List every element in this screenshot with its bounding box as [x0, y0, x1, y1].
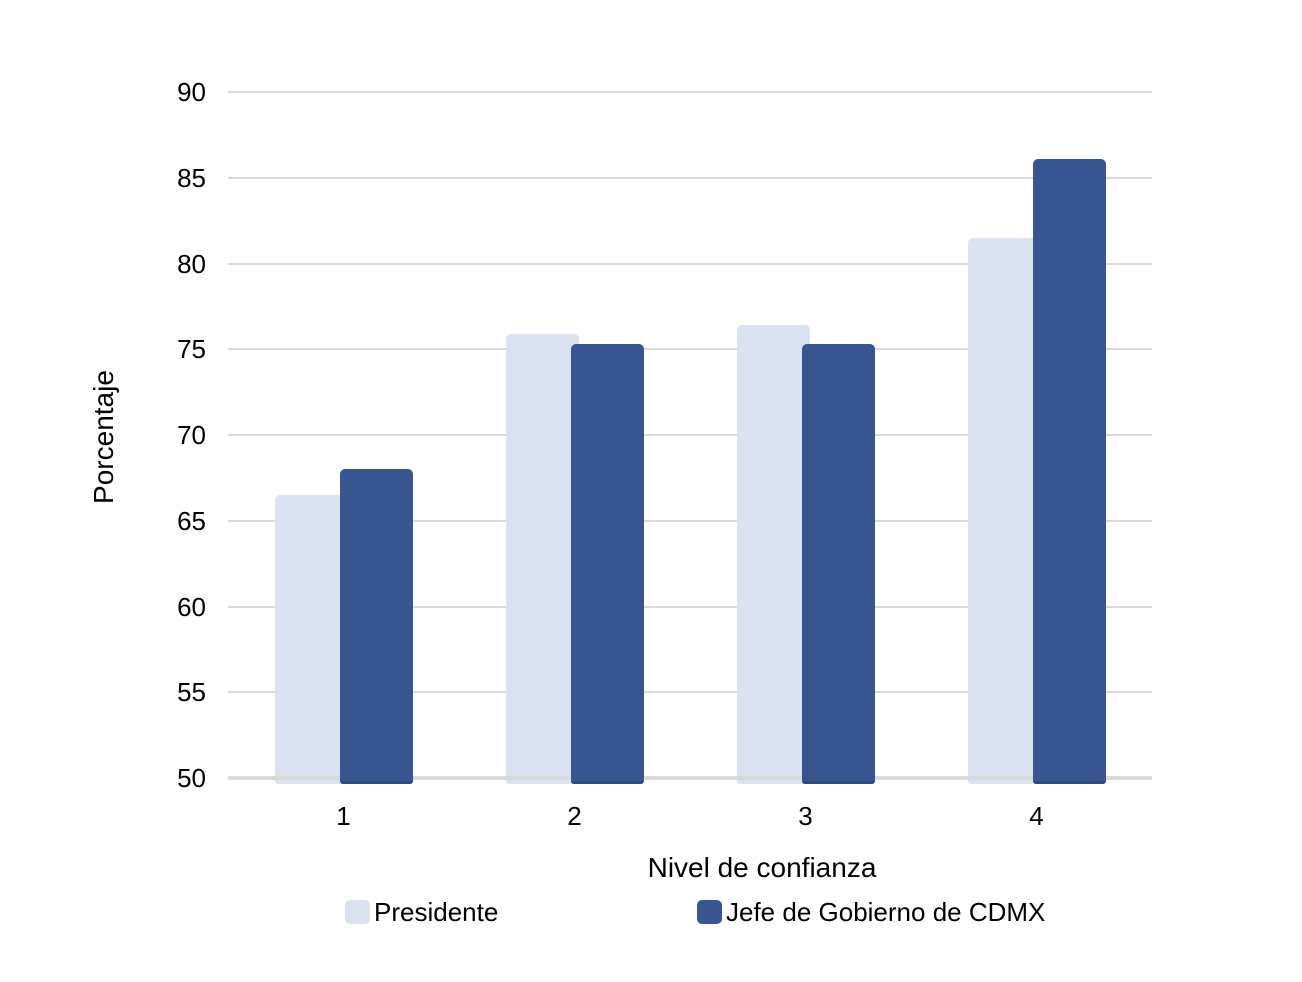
- x-tick-label-3: 3: [798, 801, 813, 831]
- bar-series1-cat2: [570, 344, 644, 784]
- legend-item-presidente: Presidente: [345, 898, 498, 926]
- legend-swatch-presidente: [345, 900, 370, 924]
- bar-series1-cat4: [1032, 158, 1106, 784]
- gridline-65: [228, 519, 1152, 522]
- y-tick-label-75: 75: [177, 334, 206, 365]
- x-tick-label-1: 1: [336, 801, 351, 831]
- bar-series1-cat1: [339, 469, 413, 784]
- legend-swatch-jefe-de-gobierno: [697, 900, 722, 924]
- gridline-85: [228, 176, 1152, 179]
- legend-label-jefe-de-gobierno: Jefe de Gobierno de CDMX: [726, 897, 1046, 927]
- gridline-55: [228, 691, 1152, 694]
- gridline-60: [228, 605, 1152, 608]
- y-tick-label-55: 55: [177, 677, 206, 708]
- bar-series0-cat1: [274, 495, 348, 784]
- y-tick-label-60: 60: [177, 591, 206, 622]
- x-tick-label-4: 4: [1029, 801, 1044, 831]
- bar-series0-cat4: [967, 237, 1041, 784]
- x-axis-title: Nivel de confianza: [647, 852, 877, 883]
- y-tick-label-85: 85: [177, 162, 206, 193]
- x-tick-label-2: 2: [567, 801, 582, 831]
- plot-area: [228, 91, 1152, 784]
- baseline-axis-line: [228, 776, 1152, 780]
- bar-series1-cat3: [801, 344, 875, 784]
- gridline-75: [228, 348, 1152, 351]
- gridline-80: [228, 262, 1152, 265]
- bar-series0-cat3: [736, 325, 810, 784]
- bar-series0-cat2: [505, 333, 579, 784]
- y-tick-label-65: 65: [177, 505, 206, 536]
- gridline-90: [228, 91, 1152, 93]
- y-tick-label-80: 80: [177, 248, 206, 279]
- legend-item-jefe-de-gobierno: Jefe de Gobierno de CDMX: [697, 898, 1045, 926]
- gridline-70: [228, 434, 1152, 436]
- y-tick-label-90: 90: [177, 77, 206, 107]
- y-tick-label-50: 50: [177, 763, 206, 793]
- y-tick-label-70: 70: [177, 420, 206, 450]
- legend-label-presidente: Presidente: [374, 897, 499, 927]
